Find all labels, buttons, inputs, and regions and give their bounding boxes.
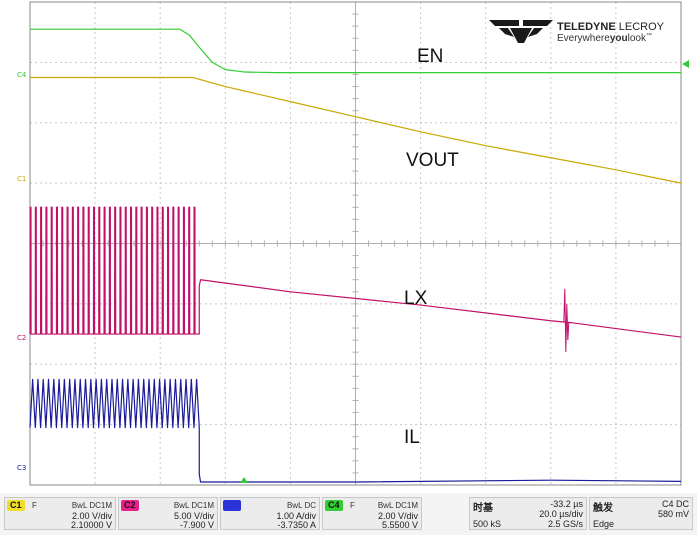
trace-en: [30, 28, 681, 74]
channel-4-flag: F: [350, 501, 355, 510]
trace-lx-ringing: [563, 288, 570, 353]
c1-ground-marker: C1: [17, 175, 26, 183]
trigger-position-marker: [240, 477, 248, 483]
trace-lx: [29, 206, 682, 338]
timebase-title: 时基: [473, 503, 493, 514]
trigger-level: 580 mV: [657, 509, 689, 519]
channel-1-scale: 2.00 V/div: [71, 511, 112, 521]
traces: [29, 28, 682, 483]
c2-ground-marker: C2: [17, 334, 26, 342]
channel-1-badge: C1: [7, 500, 25, 511]
logo-name-rest: LECROY: [616, 21, 665, 33]
channel-3-badge: C3: [223, 500, 241, 511]
teledyne-lecroy-logo: TELEDYNE LECROY Everywhereyoulook™: [489, 20, 665, 44]
channel-2-coupling: BwL DC1M: [173, 501, 214, 510]
channel-1-offset: 2.10000 V: [70, 520, 112, 530]
channel-info-bar: C1 F BwL DC1M 2.00 V/div 2.10000 V C2 BwL…: [0, 493, 697, 535]
timebase-per-div: 20.0 µs/div: [539, 509, 583, 519]
channel-3-scale: 1.00 A/div: [276, 511, 316, 521]
logo-tm: ™: [646, 32, 652, 39]
channel-4-badge: C4: [325, 500, 343, 511]
annotation-il: IL: [404, 427, 420, 448]
annotation-vout: VOUT: [406, 150, 459, 171]
logo-name-bold: TELEDYNE: [557, 21, 616, 33]
channel-3-panel[interactable]: C3 BwL DC 1.00 A/div -3.7350 A: [220, 497, 320, 530]
c3-ground-marker: C3: [17, 464, 26, 472]
timebase-panel[interactable]: 时基 -33.2 µs 20.0 µs/div 500 kS 2.5 GS/s: [469, 497, 587, 530]
channel-2-scale: 5.00 V/div: [173, 511, 214, 521]
trigger-source: C4 DC: [661, 499, 689, 509]
channel-1-flag: F: [32, 501, 37, 510]
logo-tag-a: Everywhere: [557, 33, 610, 44]
trace-vout: [30, 76, 682, 184]
timebase-delay: -33.2 µs: [550, 499, 583, 509]
trigger-mode: Edge: [593, 519, 615, 529]
channel-3-offset: -3.7350 A: [277, 520, 316, 530]
channel-4-offset: 5.5500 V: [381, 520, 418, 530]
trigger-panel[interactable]: 触发 C4 DC 580 mV Edge: [589, 497, 693, 530]
channel-2-panel[interactable]: C2 BwL DC1M 5.00 V/div -7.900 V: [118, 497, 218, 530]
trigger-level-marker: [682, 60, 689, 68]
channel-4-scale: 2.00 V/div: [377, 511, 418, 521]
logo-tag-c: look: [628, 33, 647, 44]
channel-4-coupling: BwL DC1M: [377, 501, 418, 510]
annotation-en: EN: [417, 46, 443, 67]
svg-text:Everywhereyoulook™: Everywhereyoulook™: [557, 32, 652, 44]
svg-text:TELEDYNE LECROY: TELEDYNE LECROY: [557, 21, 665, 33]
trace-il: [29, 378, 682, 483]
channel-2-offset: -7.900 V: [179, 520, 214, 530]
timebase-rate: 2.5 GS/s: [547, 519, 583, 529]
annotation-lx: LX: [404, 288, 428, 309]
c4-ground-marker: C4: [17, 71, 27, 79]
channel-2-badge: C2: [121, 500, 139, 511]
channel-1-coupling: BwL DC1M: [71, 501, 112, 510]
trigger-title: 触发: [593, 503, 613, 514]
timebase-samples: 500 kS: [473, 519, 502, 529]
channel-1-panel[interactable]: C1 F BwL DC1M 2.00 V/div 2.10000 V: [4, 497, 116, 530]
channel-3-coupling: BwL DC: [286, 501, 316, 510]
logo-mark-icon: [489, 20, 553, 43]
channel-4-panel[interactable]: C4 F BwL DC1M 2.00 V/div 5.5500 V: [322, 497, 422, 530]
logo-tag-b: you: [610, 33, 628, 44]
